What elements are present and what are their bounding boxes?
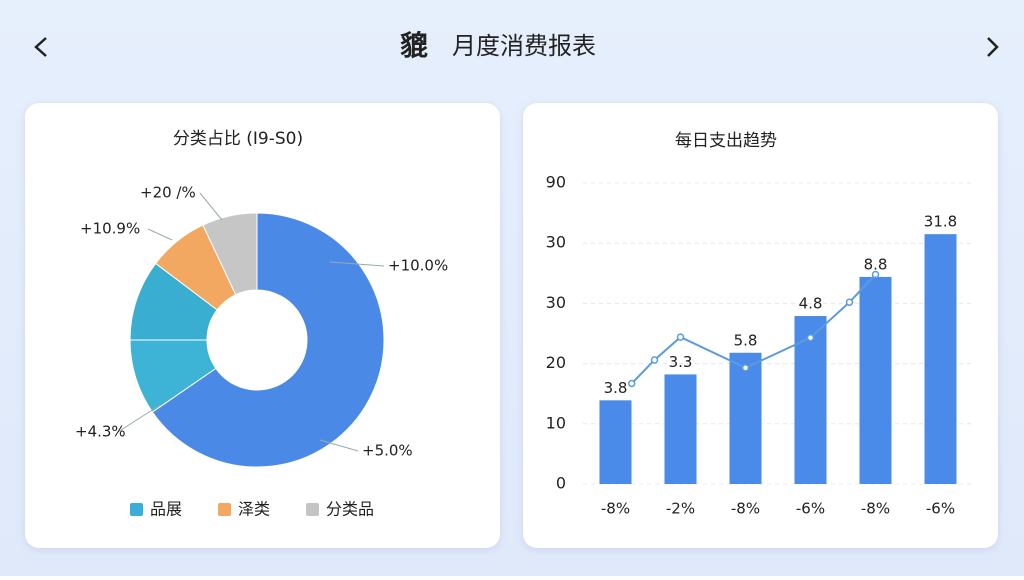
slice-annotation: +10.0% xyxy=(388,257,448,275)
legend-swatch xyxy=(218,503,231,516)
bar-label: 8.8 xyxy=(864,255,888,273)
trend-point xyxy=(741,364,750,372)
trend-point xyxy=(871,270,880,279)
slice-annotation: +4.3% xyxy=(75,423,126,441)
trend-point xyxy=(676,333,685,341)
x-tick-label: -8% xyxy=(731,500,760,518)
bar-label: 3.8 xyxy=(604,379,628,397)
bar-label: 5.8 xyxy=(734,331,758,349)
y-tick-label: 30 xyxy=(546,233,566,252)
leader-line xyxy=(117,404,161,433)
leader-line xyxy=(147,228,173,241)
back-button[interactable] xyxy=(34,37,47,57)
header-icon: 貔 xyxy=(400,29,428,62)
leader-line xyxy=(329,261,385,267)
x-tick-label: -6% xyxy=(926,500,955,518)
bar xyxy=(729,352,762,484)
slice-annotation: +20 /% xyxy=(140,184,196,202)
donut-slice xyxy=(202,212,258,296)
y-tick-label: 20 xyxy=(546,353,566,372)
legend-swatch xyxy=(306,503,319,516)
y-tick-label: 30 xyxy=(546,293,566,312)
bar-label: 31.8 xyxy=(924,213,957,231)
bar-label: 4.8 xyxy=(799,295,823,313)
bar xyxy=(664,374,697,484)
leader-line xyxy=(199,192,223,221)
x-tick-label: -8% xyxy=(601,500,630,518)
slice-annotation: +5.0% xyxy=(362,442,413,460)
legend-swatch xyxy=(130,503,143,516)
trend-point xyxy=(628,379,636,388)
legend-label: 分类品 xyxy=(326,500,374,519)
x-tick-label: -8% xyxy=(861,500,890,518)
trend-point xyxy=(806,333,815,342)
chart-title: 每日支出趋势 xyxy=(675,131,777,151)
y-tick-label: 0 xyxy=(556,474,566,493)
slice-annotation: +10.9% xyxy=(80,220,140,238)
bar xyxy=(859,276,892,484)
bar xyxy=(599,400,632,484)
trend-point xyxy=(845,298,854,306)
bar-label: 3.3 xyxy=(669,353,693,371)
donut-slice xyxy=(151,212,385,468)
y-tick-label: 10 xyxy=(546,413,566,432)
bar xyxy=(794,316,827,484)
forward-button[interactable] xyxy=(987,37,999,57)
legend-label: 品展 xyxy=(150,500,182,519)
y-tick-label: 90 xyxy=(546,173,566,192)
trend-point xyxy=(650,356,659,364)
chart-title: 分类占比 (I9-S0) xyxy=(173,129,303,149)
header-title: 月度消费报表 xyxy=(452,32,596,60)
x-tick-label: -6% xyxy=(796,500,825,518)
legend-label: 泽类 xyxy=(238,500,270,519)
x-tick-label: -2% xyxy=(666,500,695,518)
leader-line xyxy=(319,439,359,452)
bar xyxy=(924,234,957,484)
card xyxy=(25,103,500,548)
